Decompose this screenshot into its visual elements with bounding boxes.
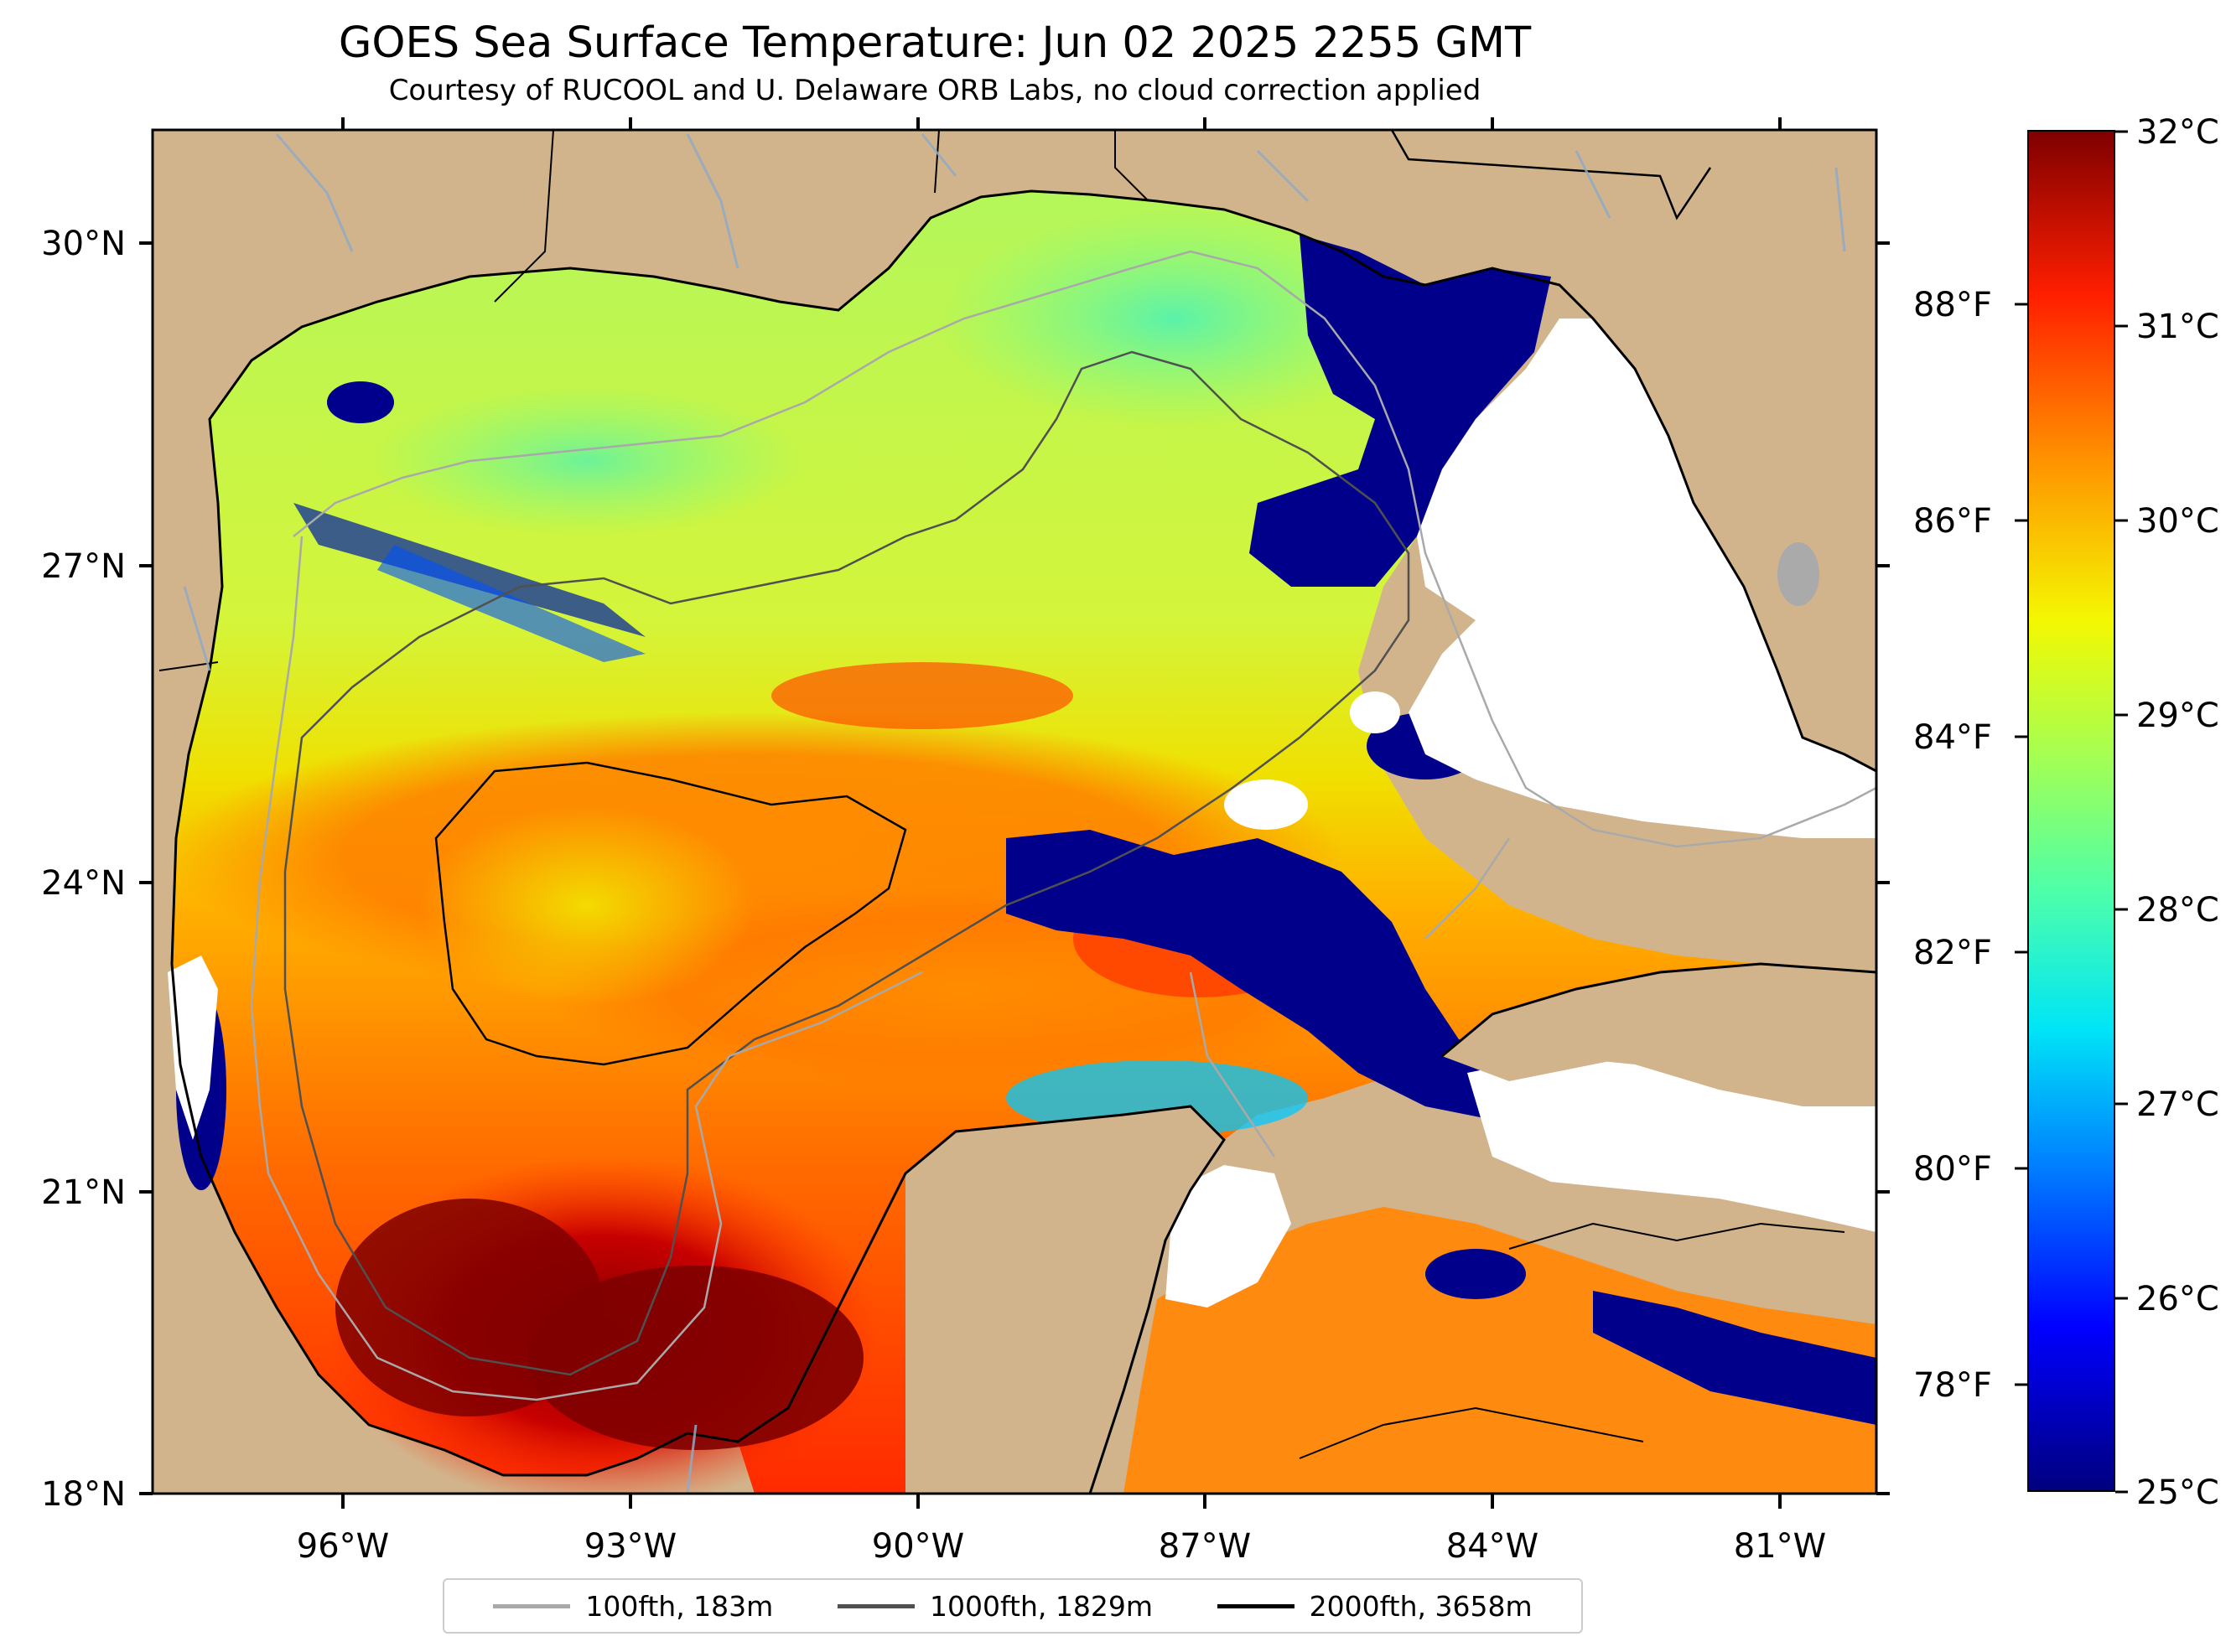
no-data-gulf-patch-1 bbox=[1224, 779, 1308, 830]
lat-tick-label-30n: 30°N bbox=[41, 225, 126, 263]
warm-pool-bay bbox=[528, 1266, 864, 1450]
lat-tick-label-24n: 24°N bbox=[41, 864, 126, 903]
lake-okeechobee bbox=[1777, 542, 1819, 606]
colorbar-c-label-32: 32°C bbox=[2136, 113, 2219, 152]
lat-ticks bbox=[139, 241, 1890, 1495]
lon-tick-label-87w: 87°W bbox=[1159, 1527, 1251, 1566]
lat-tick-label-27n: 27°N bbox=[41, 547, 126, 586]
colorbar-f-label-82: 82°F bbox=[1913, 934, 1992, 972]
legend-swatch-2000fth bbox=[1217, 1603, 1294, 1608]
cloud-mask-caribbean bbox=[1593, 1291, 1876, 1425]
lat-tick-label-18n: 18°N bbox=[41, 1475, 126, 1514]
no-data-mexico-coast bbox=[168, 955, 218, 1140]
colorbar-c-label-27: 27°C bbox=[2136, 1085, 2219, 1124]
lon-tick-label-93w: 93°W bbox=[584, 1527, 677, 1566]
lon-tick-label-81w: 81°W bbox=[1734, 1527, 1826, 1566]
legend: 100fth, 183m 1000fth, 1829m 2000fth, 365… bbox=[443, 1578, 1583, 1634]
colorbar-f-label-86: 86°F bbox=[1913, 502, 1992, 541]
colorbar-c-label-31: 31°C bbox=[2136, 308, 2219, 346]
land-cuba bbox=[1442, 964, 1876, 1081]
colorbar-f-label-88: 88°F bbox=[1913, 286, 1992, 324]
map-frame bbox=[151, 128, 1878, 1495]
isobath-2000fth-caribbean bbox=[1299, 1222, 1845, 1459]
lon-tick-label-96w: 96°W bbox=[297, 1527, 389, 1566]
coastline-mexico bbox=[170, 502, 1226, 1494]
colorbar-f-label-80: 80°F bbox=[1913, 1150, 1992, 1189]
cyan-north-shelf bbox=[939, 210, 1409, 427]
no-data-florida-shelf bbox=[1409, 318, 1876, 838]
cyan-texas-shelf bbox=[369, 386, 805, 536]
legend-label-100fth: 100fth, 183m bbox=[585, 1589, 774, 1623]
yellow-loop bbox=[419, 805, 755, 1006]
legend-swatch-100fth bbox=[493, 1603, 571, 1608]
cold-patch-texas bbox=[327, 381, 394, 423]
colorbar-c-label-29: 29°C bbox=[2136, 697, 2219, 735]
legend-entry-2000fth: 2000fth, 3658m bbox=[1217, 1590, 1533, 1623]
land-yucatan bbox=[905, 1106, 1224, 1494]
isobath-100fth-2 bbox=[250, 536, 304, 1174]
no-data-cuba bbox=[1467, 1056, 1876, 1232]
colorbar-c-ticks bbox=[2115, 130, 2128, 1494]
land-florida bbox=[1559, 130, 1876, 771]
legend-label-1000fth: 1000fth, 1829m bbox=[930, 1589, 1153, 1623]
chart-title: GOES Sea Surface Temperature: Jun 02 202… bbox=[338, 18, 1532, 68]
lon-tick-label-84w: 84°W bbox=[1446, 1527, 1538, 1566]
cold-streak-2 bbox=[377, 545, 646, 662]
legend-swatch-1000fth bbox=[838, 1603, 915, 1608]
state-border-2 bbox=[158, 130, 1149, 671]
lon-tick-label-90w: 90°W bbox=[872, 1527, 964, 1566]
chart-subtitle: Courtesy of RUCOOL and U. Delaware ORB L… bbox=[388, 74, 1481, 107]
caribbean-water bbox=[1123, 1207, 1876, 1494]
state-border bbox=[1390, 130, 1712, 220]
colorbar bbox=[2027, 130, 2115, 1492]
isobath-1000fth bbox=[283, 350, 1410, 1376]
coastline-cuba bbox=[1441, 962, 1876, 1058]
legend-label-2000fth: 2000fth, 3658m bbox=[1309, 1589, 1533, 1623]
colorbar-c-label-30: 30°C bbox=[2136, 502, 2219, 541]
rivers bbox=[183, 133, 1846, 1494]
no-data-yucatan bbox=[1165, 1165, 1291, 1308]
no-data-gulf-patch-2 bbox=[1350, 691, 1400, 733]
cold-streak-1 bbox=[293, 503, 646, 637]
colorbar-c-label-25: 25°C bbox=[2136, 1473, 2219, 1512]
colorbar-f-label-84: 84°F bbox=[1913, 718, 1992, 757]
legend-entry-100fth: 100fth, 183m bbox=[493, 1590, 773, 1623]
coastline bbox=[208, 189, 1876, 773]
cloud-mask-eastern-gulf bbox=[1249, 235, 1551, 587]
colorbar-c-label-28: 28°C bbox=[2136, 891, 2219, 930]
red-streak bbox=[771, 662, 1073, 729]
cloud-mask-small-1 bbox=[1425, 1249, 1526, 1299]
isobath-2000fth bbox=[434, 761, 907, 1066]
colorbar-f-label-78: 78°F bbox=[1913, 1366, 1992, 1405]
colorbar-c-label-26: 26°C bbox=[2136, 1280, 2219, 1318]
colorbar-f-ticks bbox=[2015, 303, 2027, 1386]
cyan-yucatan-channel bbox=[1006, 1060, 1308, 1136]
legend-entry-1000fth: 1000fth, 1829m bbox=[838, 1590, 1153, 1623]
lat-tick-label-21n: 21°N bbox=[41, 1173, 126, 1212]
lon-ticks bbox=[341, 117, 1782, 1509]
isobath-100fth bbox=[267, 250, 1876, 1401]
